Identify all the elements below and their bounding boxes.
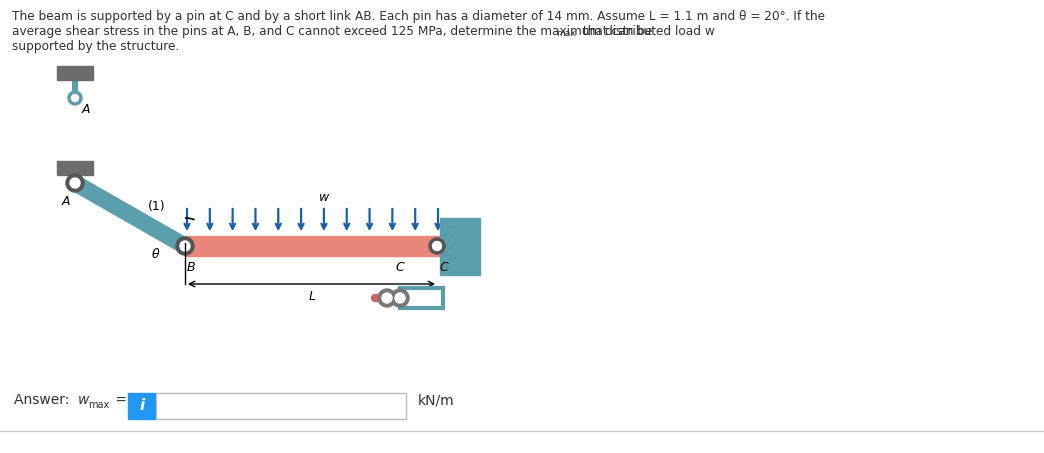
Text: w: w [319,191,330,204]
Text: A: A [62,195,70,208]
Text: max: max [556,29,575,38]
Bar [72,175,78,183]
Text: Answer:: Answer: [14,393,74,407]
Text: that can be: that can be [579,25,652,38]
Text: C: C [438,261,448,274]
Text: θ: θ [151,247,159,260]
Text: A: A [82,103,91,116]
Text: C: C [396,261,404,274]
Text: max: max [88,400,110,410]
Text: supported by the structure.: supported by the structure. [11,40,180,53]
Bar [440,218,480,275]
Circle shape [378,289,396,307]
Bar [72,80,78,94]
Circle shape [392,289,409,307]
Circle shape [432,241,442,251]
Bar [128,393,156,419]
Circle shape [429,238,445,254]
Text: kN/m: kN/m [418,393,454,407]
Bar [185,236,440,256]
Text: L: L [309,290,316,303]
Bar [156,393,406,419]
Text: w: w [78,393,90,407]
Text: average shear stress in the pins at A, B, and C cannot exceed 125 MPa, determine: average shear stress in the pins at A, B… [11,25,715,38]
Circle shape [66,174,84,192]
Text: =: = [111,393,127,407]
Circle shape [180,241,190,251]
Circle shape [68,91,82,105]
Bar [57,66,93,80]
Circle shape [395,293,405,303]
Circle shape [70,178,80,188]
Bar [57,161,93,175]
Text: (1): (1) [148,200,166,213]
Circle shape [71,95,78,101]
Circle shape [382,293,392,303]
Text: B: B [187,261,195,274]
Text: The beam is supported by a pin at C and by a short link AB. Each pin has a diame: The beam is supported by a pin at C and … [11,10,825,23]
Text: i: i [140,397,145,413]
Circle shape [176,237,194,255]
